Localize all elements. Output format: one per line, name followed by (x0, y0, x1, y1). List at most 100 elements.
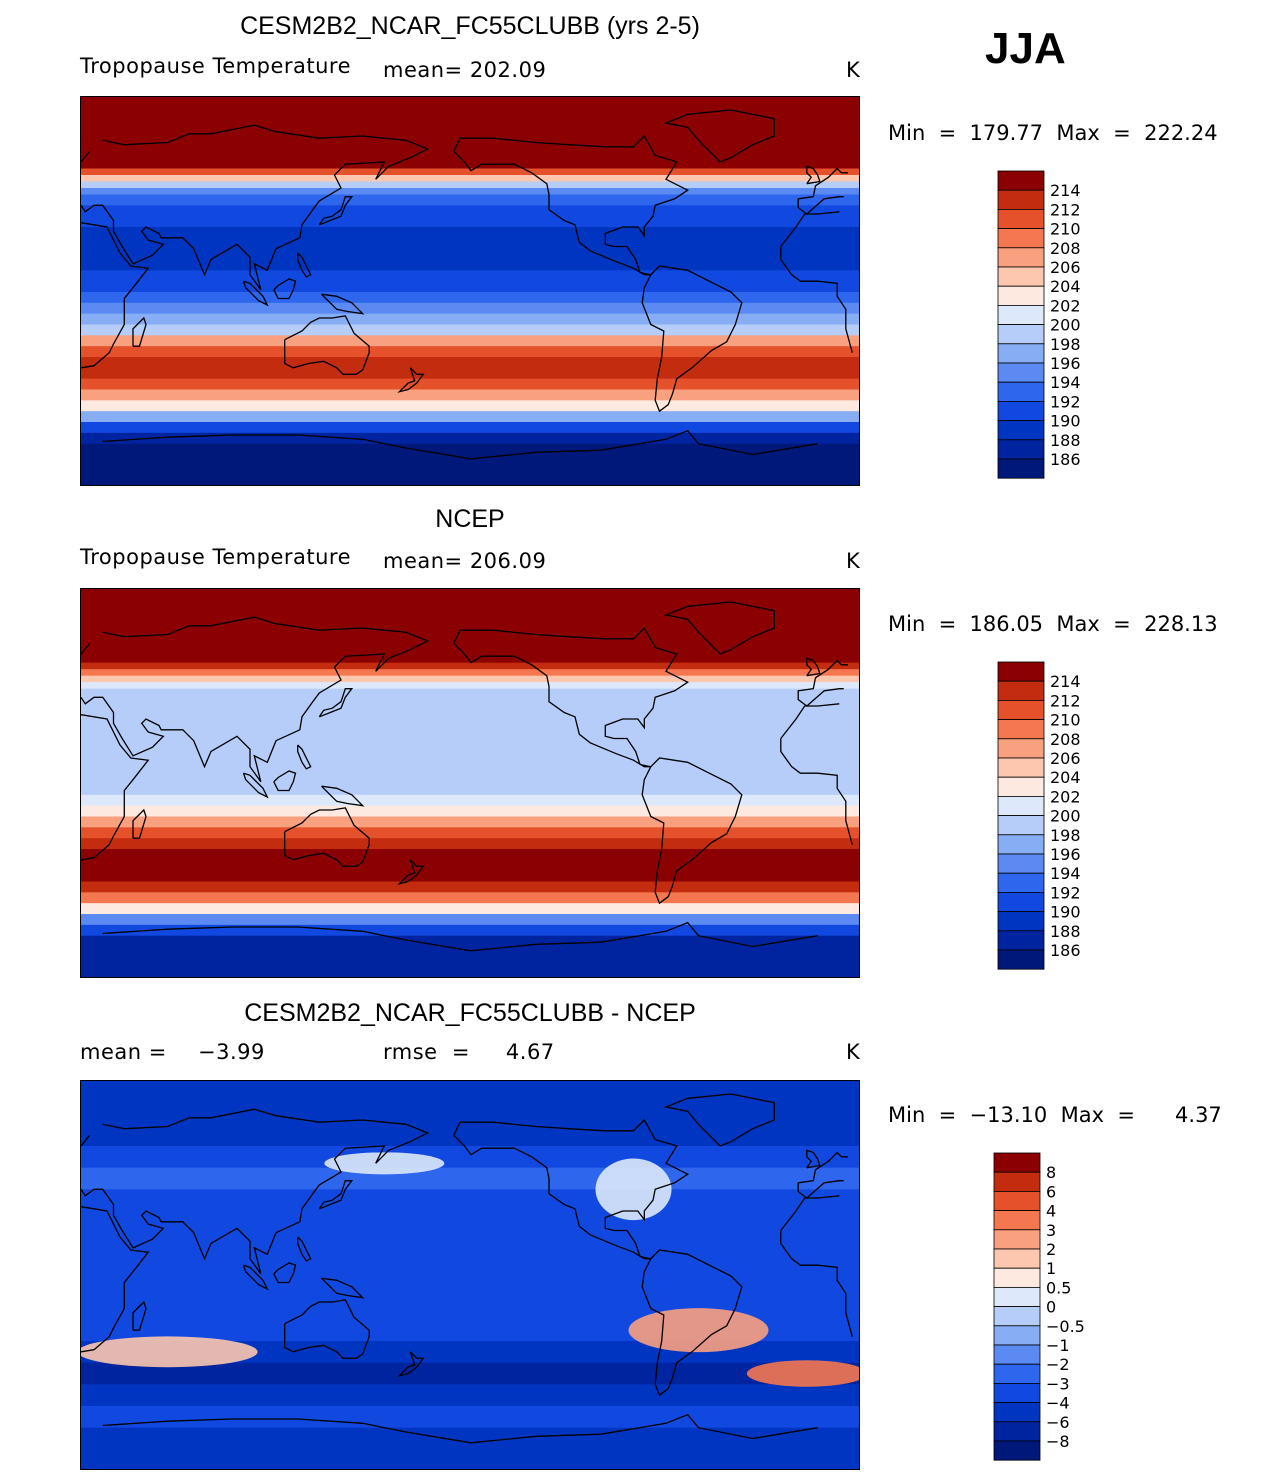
contour-band (81, 237, 859, 250)
contour-band (81, 157, 859, 170)
coastline (453, 626, 689, 768)
colorbar-swatch (993, 1229, 1041, 1250)
anomaly-blob (81, 1336, 258, 1368)
colorbar-tick-label: −1 (1046, 1336, 1070, 1355)
contour-band (81, 669, 859, 677)
coastline (780, 738, 853, 845)
contour-band (81, 1232, 859, 1256)
colorbar-swatch (997, 795, 1045, 816)
contour-band (81, 1189, 859, 1212)
contour-band (81, 773, 859, 785)
coastline (81, 222, 150, 369)
colorbar-swatch (993, 1152, 1041, 1173)
coastlines (81, 109, 853, 460)
contour-band (81, 662, 859, 670)
coastline (284, 807, 370, 867)
contour-band (81, 389, 859, 402)
contour-band (81, 422, 859, 434)
colorbar-swatch (997, 776, 1045, 797)
colorbar-tick-label: 208 (1050, 730, 1081, 749)
coastline (641, 1249, 743, 1397)
colorbar-tick-label: 214 (1050, 181, 1081, 200)
colorbar-tick-label: 196 (1050, 354, 1081, 373)
colorbar-swatch (997, 853, 1045, 874)
colorbar-tick-label: 194 (1050, 373, 1081, 392)
colorbar-swatch (993, 1344, 1041, 1365)
colorbar-tick-label: 0 (1046, 1298, 1056, 1317)
coastline (132, 316, 147, 347)
contour-band (81, 400, 859, 412)
colorbar-swatch (997, 911, 1045, 932)
coastline (242, 772, 269, 799)
contour-band (81, 708, 859, 720)
map-plot (80, 96, 860, 486)
contour-band (81, 292, 859, 304)
contour-band (81, 719, 859, 731)
colorbar-swatch (997, 324, 1045, 345)
coastline (273, 770, 297, 792)
coastline (284, 1299, 370, 1359)
contour-band (81, 654, 859, 664)
panel-title: CESM2B2_NCAR_FC55CLUBB - NCEP (244, 999, 696, 1027)
contour-band (81, 816, 859, 829)
colorbar-tick-label: 200 (1050, 316, 1081, 335)
colorbar-swatch (997, 738, 1045, 759)
colorbar-swatch (997, 266, 1045, 287)
colorbar-tick-label: 194 (1050, 864, 1081, 883)
contour-band (81, 1146, 859, 1169)
contour-band (81, 97, 859, 142)
contour-band (81, 1211, 859, 1234)
colorbar-tick-label: 202 (1050, 787, 1081, 806)
coastline (663, 1093, 775, 1147)
colorbar-tick-label: 4 (1046, 1202, 1056, 1221)
contour-band (81, 892, 859, 904)
colorbar-tick-label: 1 (1046, 1259, 1056, 1278)
colorbar-tick-label: 190 (1050, 412, 1081, 431)
contour-band (81, 346, 859, 358)
contour-band (81, 357, 859, 369)
contour-band (81, 805, 859, 818)
contour-band (81, 227, 859, 239)
colorbar-tick-label: 212 (1050, 691, 1081, 710)
coastline (273, 278, 297, 300)
contour-band (81, 751, 859, 764)
colorbar-swatch (997, 170, 1045, 191)
colorbar-tick-label: 186 (1050, 450, 1081, 469)
colorbar-swatch (993, 1421, 1041, 1442)
contour-band (81, 281, 859, 293)
colorbar-swatch (993, 1306, 1041, 1327)
colorbar-swatch (993, 1286, 1041, 1307)
contour-band (81, 168, 859, 176)
contour-band (81, 205, 859, 217)
coastline (318, 1180, 354, 1210)
coastline (797, 659, 848, 707)
colorbar-tick-label: 190 (1050, 903, 1081, 922)
colorbar: 2142122102082062042022001981961941921901… (997, 170, 1081, 479)
colorbar-tick-label: 206 (1050, 258, 1081, 277)
colorbar-tick-label: 0.5 (1046, 1278, 1071, 1297)
contour-band (81, 181, 859, 189)
contour-band (81, 838, 859, 850)
coastline (273, 1262, 297, 1284)
contour-band (81, 589, 859, 655)
contour-band (81, 1254, 859, 1277)
anomaly-blob (324, 1152, 445, 1175)
contour-band (81, 675, 859, 683)
coastline (297, 744, 312, 770)
contour-band (81, 188, 859, 196)
colorbar-swatch (997, 400, 1045, 421)
colorbar-tick-label: 192 (1050, 883, 1081, 902)
anomaly-blob (595, 1158, 672, 1221)
contour-band (81, 140, 859, 159)
contour-band (81, 762, 859, 774)
colorbar-tick-label: 8 (1046, 1163, 1056, 1182)
coastline (81, 714, 150, 861)
contour-band (81, 903, 859, 915)
colorbar-swatch (997, 439, 1045, 460)
colorbar-tick-label: −8 (1046, 1432, 1070, 1451)
coastline (81, 1108, 430, 1275)
min-max-label: Min = 186.05 Max = 228.13 (888, 612, 1218, 636)
coastline (806, 165, 821, 185)
contour-band (81, 688, 859, 699)
